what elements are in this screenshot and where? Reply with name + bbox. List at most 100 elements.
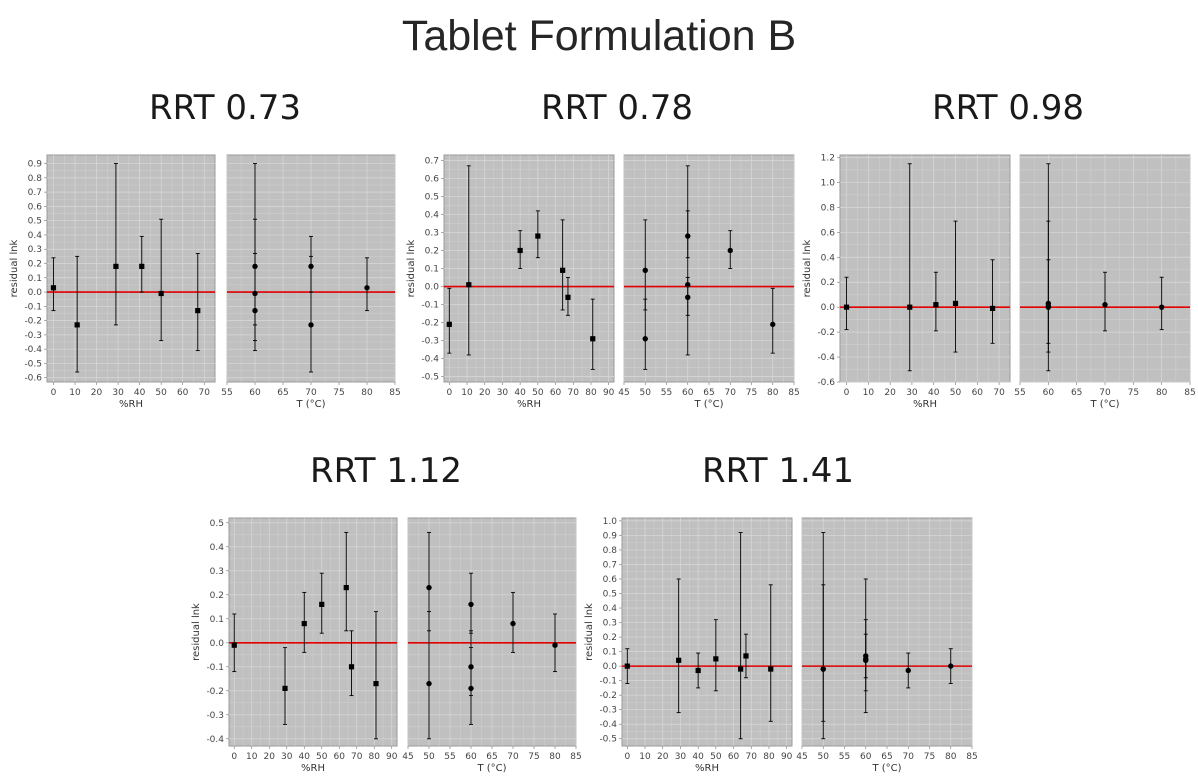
y-axis-label: residual lnk [191,603,202,661]
data-point [468,685,474,692]
y-tick-label: -0.1 [421,301,439,311]
x-tick-label: 55 [221,388,232,398]
data-point [282,685,288,691]
x-tick-label: 70 [568,388,580,398]
x-axis-label: %RH [913,399,937,410]
chart-title: RRT 0.78 [541,88,693,128]
x-tick-label: 80 [945,752,957,762]
x-tick-label: 55 [661,388,672,398]
data-point [319,601,325,607]
x-tick-label: 70 [746,752,758,762]
data-point [642,336,648,342]
x-tick-label: 20 [479,388,491,398]
data-point [426,680,432,687]
chart-rrt-4: RRT 1.41 -0.5 -0.4 -0.3 -0.2 -0.1 0.0 0.1 0.2 0.3… [584,451,978,774]
data-point [590,336,596,342]
data-point [113,263,119,269]
x-tick-label: 80 [1156,388,1168,398]
y-tick-label: 0.8 [28,174,43,184]
data-point [195,308,201,314]
x-tick-label: 70 [199,388,211,398]
y-axis-label: residual lnk [584,603,595,661]
y-tick-label: 0.0 [425,283,440,293]
x-tick-label: 70 [725,388,737,398]
x-axis-label: T (°C) [295,399,325,410]
data-point [373,681,379,687]
data-point [446,321,452,327]
data-point [426,584,432,591]
x-tick-label: 70 [305,388,317,398]
data-point [624,663,630,669]
x-tick-label: 10 [639,752,651,762]
x-tick-label: 80 [369,752,381,762]
x-tick-label: 30 [281,752,293,762]
y-tick-label: 0.0 [210,639,225,649]
data-point [466,282,472,288]
x-tick-label: 80 [361,388,373,398]
x-tick-label: 65 [486,752,497,762]
x-tick-label: 65 [703,388,714,398]
panel-temp: 55 60 65 70 75 80 85 T (°C) [221,154,401,410]
x-tick-label: 55 [444,752,455,762]
data-point [952,300,959,307]
y-tick-label: 0.6 [821,228,836,238]
data-point [552,642,558,648]
x-tick-label: 75 [333,388,344,398]
y-tick-label: -0.6 [817,378,835,388]
y-tick-label: -0.2 [206,687,224,697]
x-tick-label: 65 [277,388,288,398]
y-tick-label: -0.5 [599,735,617,745]
chart-rrt-3: RRT 1.12 -0.4 -0.3 -0.2 -0.1 0.0 0.1 0.2 0.3 0.4 0… [191,451,582,774]
y-tick-label: -0.2 [421,319,439,329]
data-point [348,664,355,670]
data-point [743,653,749,659]
data-point [948,663,954,669]
chart-rrt-0: RRT 0.73 -0.6 -0.5 -0.4 -0.3 -0.2 -0.1 0.0 0.1 0.… [9,88,401,410]
data-point [768,666,774,672]
y-tick-label: -0.2 [599,691,617,701]
panel-temp: 55 60 65 70 75 80 85 T (°C) [1014,154,1196,410]
x-tick-label: 90 [781,752,793,762]
x-tick-label: 30 [497,388,509,398]
x-tick-label: 75 [1128,388,1139,398]
x-tick-label: 65 [1071,388,1082,398]
y-tick-label: 0.7 [603,560,617,570]
y-tick-label: 0.1 [210,615,224,625]
x-axis-label: %RH [517,399,541,410]
x-tick-label: 30 [906,388,918,398]
x-tick-label: 80 [767,388,779,398]
data-point [231,642,237,648]
x-tick-label: 85 [1184,388,1195,398]
panel-temp: 45 50 55 60 65 70 75 80 85 T (°C) [796,517,978,774]
x-tick-label: 45 [618,388,629,398]
panel-rh: -0.4 -0.3 -0.2 -0.1 0.0 0.1 0.2 0.3 0.4 0.5 residu… [191,517,398,774]
y-tick-label: -0.4 [206,735,224,745]
y-tick-label: 0.6 [28,202,43,212]
y-tick-label: 0.4 [821,253,836,263]
x-tick-label: 50 [950,388,962,398]
x-tick-label: 60 [465,752,477,762]
x-tick-label: 10 [69,388,81,398]
y-tick-label: -0.1 [24,302,42,312]
y-tick-label: -0.3 [24,331,42,341]
y-tick-label: 0.5 [603,590,617,600]
y-tick-label: -0.6 [24,374,42,384]
panel-rh: -0.5 -0.4 -0.3 -0.2 -0.1 0.0 0.1 0.2 0.3 0.4 0.5 0.… [584,517,793,774]
data-point [989,305,996,312]
x-tick-label: 60 [728,752,740,762]
x-tick-label: 50 [423,752,435,762]
x-tick-label: 30 [112,388,124,398]
data-point [364,285,370,291]
x-tick-label: 0 [446,388,452,398]
x-tick-label: 45 [402,752,413,762]
chart-title: RRT 0.73 [149,88,301,128]
x-tick-label: 55 [1014,388,1025,398]
y-tick-label: 0.1 [28,274,42,284]
chart-title: RRT 1.12 [310,451,462,491]
y-tick-label: -0.3 [599,706,617,716]
x-axis-label: %RH [301,763,325,774]
y-tick-label: 0.4 [425,210,440,220]
data-point [863,656,869,662]
x-tick-label: 40 [299,752,311,762]
